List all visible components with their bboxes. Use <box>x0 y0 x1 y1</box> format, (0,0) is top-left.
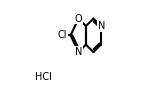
Text: Cl: Cl <box>58 30 68 40</box>
Text: N: N <box>75 47 82 57</box>
Text: O: O <box>75 14 82 24</box>
Text: HCl: HCl <box>35 72 52 82</box>
Text: N: N <box>98 21 105 31</box>
